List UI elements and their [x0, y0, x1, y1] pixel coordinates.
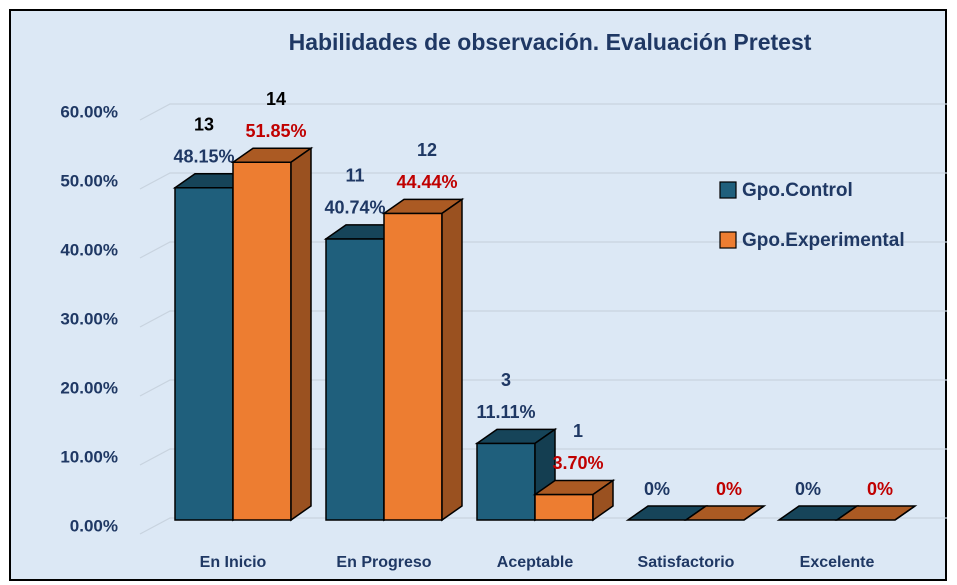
y-tick-label: 20.00% — [60, 378, 118, 397]
grid-line — [139, 241, 947, 259]
grid-line — [139, 379, 947, 397]
count-label: 3 — [501, 370, 511, 390]
y-tick-label: 50.00% — [60, 171, 118, 190]
bar-front — [174, 187, 234, 521]
data-label: 11.11% — [476, 402, 535, 422]
data-label: 0% — [795, 479, 821, 499]
y-tick-label: 10.00% — [60, 447, 118, 466]
data-label: 0% — [644, 479, 670, 499]
x-tick-label: Satisfactorio — [638, 554, 735, 571]
bar-front — [476, 442, 536, 521]
legend-label: Gpo.Control — [742, 180, 853, 201]
data-label: 40.74% — [324, 198, 385, 218]
legend-swatch — [719, 231, 737, 249]
data-label: 44.44% — [396, 172, 457, 192]
data-label: 51.85% — [245, 121, 306, 141]
x-tick-label: En Inicio — [200, 554, 267, 571]
data-label: 3.70% — [552, 453, 603, 473]
bar-side — [290, 146, 312, 522]
bar-front — [325, 238, 385, 521]
x-tick-label: En Progreso — [336, 554, 431, 571]
bar-front — [383, 212, 443, 521]
bar-front — [534, 493, 594, 521]
legend-label: Gpo.Experimental — [742, 230, 905, 251]
legend-swatch — [719, 181, 737, 199]
grid-line — [139, 310, 947, 328]
data-label: 48.15% — [173, 147, 234, 167]
count-label: 11 — [345, 166, 364, 186]
data-label: 0% — [716, 479, 742, 499]
grid-line — [139, 172, 947, 190]
chart-title: Habilidades de observación. Evaluación P… — [289, 29, 812, 55]
bar-front — [232, 161, 292, 521]
y-tick-label: 30.00% — [60, 309, 118, 328]
y-tick-label: 0.00% — [70, 516, 118, 535]
data-label: 0% — [867, 479, 893, 499]
count-label: 12 — [417, 140, 437, 160]
y-tick-label: 40.00% — [60, 240, 118, 259]
bar-side — [743, 505, 765, 521]
grid-line — [139, 448, 947, 466]
grid-line — [139, 103, 947, 121]
count-label: 1 — [573, 421, 583, 441]
count-label: 13 — [194, 115, 214, 135]
x-tick-label: Excelente — [800, 554, 875, 571]
bar-side — [894, 505, 916, 521]
y-tick-label: 60.00% — [60, 102, 118, 121]
bar-side — [592, 479, 614, 522]
bar-side — [441, 197, 463, 522]
count-label: 14 — [266, 89, 286, 109]
x-tick-label: Aceptable — [497, 554, 574, 571]
